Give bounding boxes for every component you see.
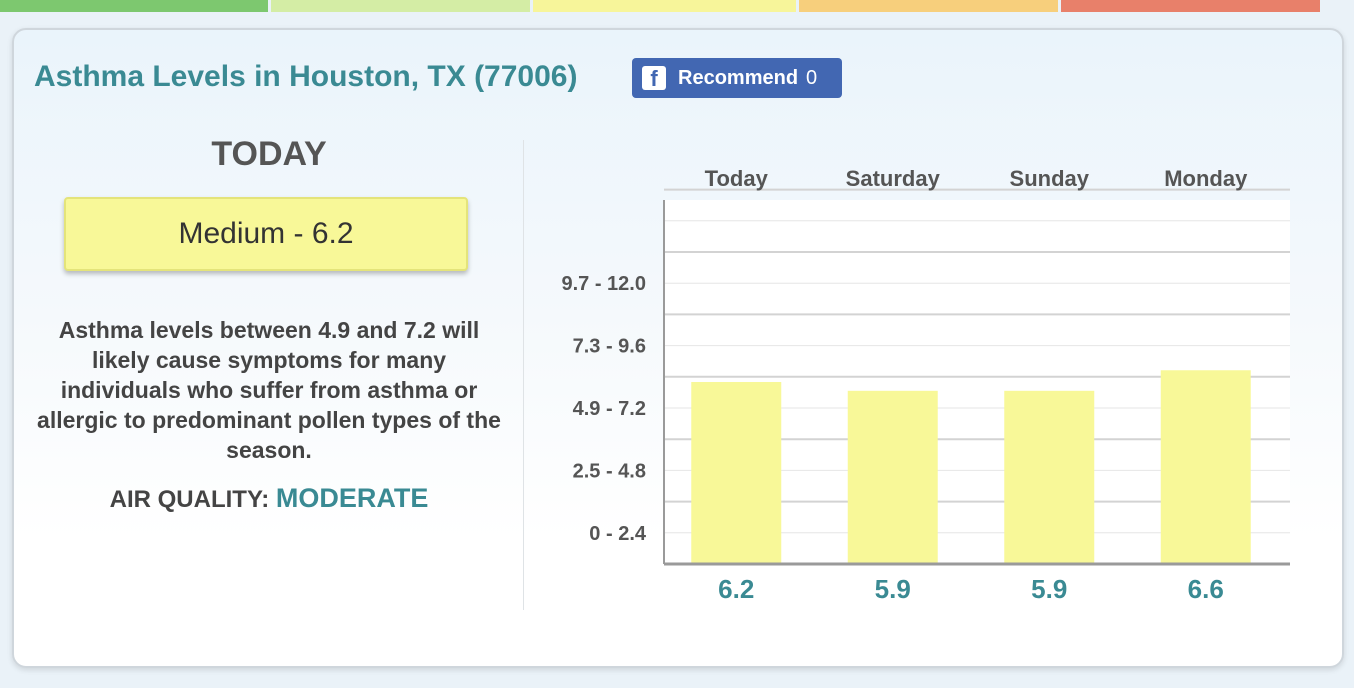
y-tick-label: 2.5 - 4.8	[573, 460, 646, 482]
level-segment-low-medium	[271, 0, 530, 12]
y-tick-label: 0 - 2.4	[589, 523, 647, 545]
value-label: 5.9	[1031, 574, 1067, 604]
air-quality-label: AIR QUALITY:	[109, 486, 270, 513]
category-label: Saturday	[846, 166, 941, 191]
today-level-badge: Medium - 6.2	[64, 197, 468, 271]
bar-monday	[1160, 370, 1251, 564]
level-color-bar	[0, 0, 1320, 12]
y-tick-label: 7.3 - 9.6	[573, 336, 646, 358]
forecast-bar-chart: 0 - 2.4 2.5 - 4.8 4.9 - 7.2 7.3 - 9.6 9.7 - …	[561, 166, 1290, 604]
y-tick-label: 4.9 - 7.2	[573, 398, 646, 420]
today-panel: TODAY Medium - 6.2 Asthma levels between…	[34, 135, 504, 513]
value-label: 6.2	[718, 574, 754, 604]
bar-today	[691, 382, 782, 564]
air-quality-value: MODERATE	[275, 483, 429, 513]
level-description: Asthma levels between 4.9 and 7.2 will l…	[37, 317, 501, 463]
today-heading: TODAY	[211, 135, 327, 173]
level-segment-low	[0, 0, 268, 12]
level-segment-high	[1061, 0, 1320, 12]
value-label: 6.6	[1188, 574, 1224, 604]
asthma-card: Asthma Levels in Houston, TX (77006) f R…	[12, 28, 1344, 668]
category-label: Monday	[1164, 166, 1248, 191]
bar-sunday	[1004, 390, 1095, 564]
category-label: Today	[705, 166, 769, 191]
y-tick-label: 9.7 - 12.0	[561, 273, 646, 295]
value-label: 5.9	[875, 574, 911, 604]
recommend-count: 0	[806, 66, 818, 89]
recommend-label: Recommend	[678, 66, 799, 89]
bar-saturday	[847, 390, 938, 564]
facebook-recommend-button[interactable]: f Recommend 0	[632, 58, 842, 98]
level-segment-medium	[533, 0, 796, 12]
category-label: Sunday	[1010, 166, 1090, 191]
facebook-icon: f	[642, 66, 666, 90]
panel-divider	[523, 140, 524, 610]
level-segment-medium-high	[799, 0, 1058, 12]
page-title: Asthma Levels in Houston, TX (77006)	[34, 60, 578, 93]
air-quality: AIR QUALITY: MODERATE	[34, 483, 504, 514]
